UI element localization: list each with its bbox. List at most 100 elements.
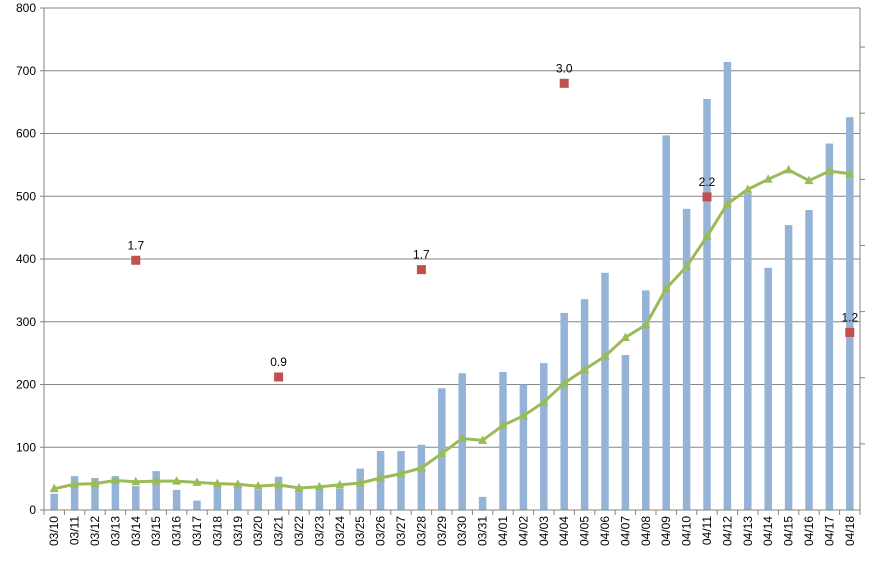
- x-tick-label: 03/31: [476, 516, 490, 546]
- y-tick-label: 100: [16, 440, 36, 454]
- x-tick-label: 04/16: [802, 516, 816, 546]
- bar: [50, 493, 58, 510]
- line-point: [192, 477, 202, 486]
- line-point: [702, 231, 712, 240]
- y-tick-label: 200: [16, 378, 36, 392]
- bar: [234, 486, 242, 510]
- bar: [601, 272, 609, 510]
- bar-series: [50, 61, 854, 511]
- x-tick-label: 04/02: [516, 516, 530, 546]
- x-tick-label: 03/28: [414, 516, 428, 546]
- line-point: [396, 468, 406, 478]
- marker-point: [274, 372, 284, 382]
- bar: [580, 299, 589, 510]
- x-tick-label: 03/21: [272, 516, 286, 546]
- bar: [91, 477, 99, 510]
- marker-point: [702, 192, 712, 202]
- line-point: [335, 479, 345, 489]
- x-tick-label: 04/09: [659, 516, 673, 546]
- x-tick-label: 03/18: [210, 516, 224, 546]
- line-point: [131, 476, 141, 486]
- y-tick-label: 800: [16, 1, 36, 15]
- bar: [560, 312, 568, 510]
- x-tick-label: 04/07: [618, 516, 632, 546]
- bar: [784, 225, 793, 511]
- y-tick-label: 400: [16, 252, 36, 266]
- x-tick-label: 04/11: [700, 516, 714, 545]
- bar: [356, 468, 364, 510]
- x-tick-label: 03/19: [231, 516, 245, 546]
- data-label: 1.2: [841, 310, 858, 324]
- line-point: [641, 319, 651, 329]
- y-tick-label: 0: [29, 503, 36, 517]
- x-tick-label: 04/01: [496, 516, 510, 546]
- x-tick-label: 04/05: [578, 516, 592, 546]
- bar: [499, 371, 507, 510]
- bar: [213, 486, 222, 510]
- line-point: [722, 198, 732, 208]
- line-path: [53, 168, 850, 491]
- line-point: [824, 166, 834, 175]
- bar: [152, 471, 160, 510]
- bar: [662, 135, 670, 510]
- marker-point: [845, 327, 855, 337]
- line-point: [457, 433, 467, 442]
- bar: [417, 444, 426, 510]
- x-tick-label: 04/17: [822, 516, 836, 546]
- line-point: [172, 476, 182, 485]
- point-series: 1.7 0.9 1.7 3.0 2.2 1.2: [127, 61, 858, 382]
- bar: [254, 489, 262, 510]
- marker-point: [559, 78, 569, 88]
- line-point: [212, 478, 222, 488]
- line-point: [90, 478, 100, 488]
- bar: [744, 193, 752, 511]
- line-point: [110, 475, 120, 485]
- data-label: 1.7: [413, 248, 430, 262]
- x-tick-label: 03/13: [108, 516, 122, 546]
- bar: [540, 363, 548, 510]
- line-point: [518, 410, 528, 420]
- line-point: [49, 483, 59, 493]
- bar: [172, 489, 181, 510]
- bar: [723, 61, 732, 511]
- line-point: [845, 168, 855, 178]
- line-point: [498, 420, 508, 429]
- x-tick-label: 04/10: [680, 516, 694, 546]
- bar: [295, 489, 303, 510]
- bar: [274, 476, 283, 510]
- x-tick-label: 04/18: [843, 516, 857, 546]
- x-tick-label: 03/23: [312, 516, 326, 546]
- line-series: [49, 164, 855, 493]
- x-tick-label: 04/08: [639, 516, 653, 546]
- x-tick-label: 04/03: [537, 516, 551, 546]
- line-point: [355, 478, 365, 487]
- x-tick-label: 03/17: [190, 516, 204, 546]
- y-tick-label: 500: [16, 189, 36, 203]
- x-tick-label: 04/14: [761, 516, 775, 546]
- y-tick-label: 300: [16, 315, 36, 329]
- x-tick-label: 03/29: [435, 516, 449, 546]
- bar: [621, 355, 630, 510]
- line-point: [559, 378, 569, 387]
- line-point: [314, 481, 324, 491]
- bar: [642, 290, 650, 510]
- bar: [193, 500, 201, 510]
- axes: [40, 7, 865, 515]
- bar: [846, 117, 854, 510]
- x-tick-label: 03/24: [333, 516, 347, 546]
- bar: [805, 210, 813, 510]
- x-tick-label: 03/11: [68, 516, 82, 545]
- x-tick-label: 04/06: [598, 516, 612, 546]
- line-point: [804, 175, 814, 185]
- x-tick-label: 03/26: [374, 516, 388, 546]
- gridlines: [44, 7, 860, 448]
- line-point: [743, 184, 753, 193]
- line-point: [376, 472, 386, 482]
- x-tick-labels: 03/10 03/11 03/12 03/13 03/14 03/15 03/16 03/17…: [47, 516, 857, 546]
- x-tick-label: 03/10: [47, 516, 61, 546]
- data-label: 1.7: [127, 238, 144, 252]
- x-tick-label: 03/12: [88, 516, 102, 546]
- data-label: 3.0: [556, 61, 573, 75]
- line-point: [70, 479, 80, 488]
- x-tick-label: 03/15: [149, 516, 163, 546]
